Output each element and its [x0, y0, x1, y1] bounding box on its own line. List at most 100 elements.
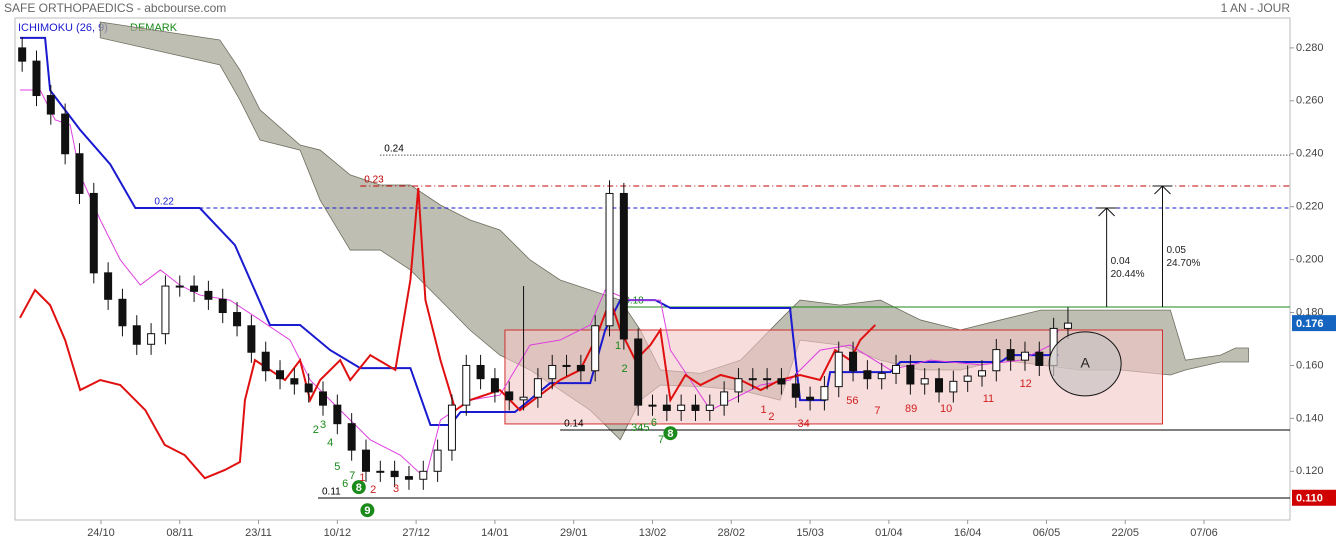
candle-body [877, 372, 886, 380]
candle-body [118, 298, 127, 327]
candle-body [834, 351, 843, 388]
y-tick-label: 0.200 [1296, 254, 1324, 266]
candle-body [763, 378, 772, 381]
demark-count: 10 [940, 403, 952, 415]
pattern-circle [1048, 331, 1122, 397]
demark-count: 3 [320, 419, 326, 431]
x-tick-label: 28/02 [718, 527, 746, 539]
candle-body [290, 378, 299, 385]
candle-body [562, 364, 571, 367]
x-tick-label: 14/01 [481, 527, 509, 539]
candle-body [949, 380, 958, 393]
demark-count: 34 [798, 418, 810, 430]
price-tag-label: 0.110 [1296, 493, 1323, 505]
candle-body [1020, 351, 1029, 361]
candle-body [1006, 349, 1015, 361]
candle-body [447, 404, 456, 451]
demark-count: 9 [364, 505, 370, 517]
measure-label: 0.05 [1167, 245, 1187, 256]
y-tick-label: 0.260 [1296, 95, 1324, 107]
demark-count: 7 [874, 405, 880, 417]
candle-body [720, 391, 729, 406]
demark-count: 1 [359, 472, 365, 484]
candle-body [648, 404, 657, 407]
pattern-label: A [1080, 355, 1090, 371]
x-tick-label: 06/05 [1033, 527, 1061, 539]
candle-body [89, 192, 98, 274]
level-label: 0.14 [564, 419, 584, 430]
candle-body [1063, 322, 1072, 329]
demark-count: 2 [370, 484, 376, 496]
demark-count: 8 [356, 482, 362, 494]
candle-body [791, 383, 800, 398]
measure-percent: 24.70% [1167, 258, 1201, 269]
candle-body [419, 470, 428, 480]
candle-body [376, 470, 385, 473]
candle-body [404, 476, 413, 480]
candle-body [691, 404, 700, 411]
x-tick-label: 22/05 [1111, 527, 1139, 539]
demark-count: 2 [768, 411, 774, 423]
measure-percent: 20.44% [1111, 269, 1145, 280]
x-tick-label: 10/12 [324, 527, 352, 539]
candle-body [433, 449, 442, 472]
candle-body [190, 285, 199, 292]
demark-count: 6 [342, 478, 348, 490]
demark-badge [663, 426, 678, 441]
y-tick-label: 0.160 [1296, 359, 1324, 371]
candle-body [61, 113, 70, 155]
demark-count: 6 [651, 417, 657, 429]
demark-count: 3 [393, 483, 399, 495]
candle-body [347, 423, 356, 451]
measure-label: 0.04 [1111, 256, 1131, 267]
demark-count: 4 [327, 437, 333, 449]
demark-count: 8 [667, 428, 673, 440]
x-tick-label: 08/11 [166, 527, 193, 539]
candle-body [734, 378, 743, 393]
demark-count: 7 [349, 470, 355, 482]
candle-body [605, 192, 614, 327]
candle-body [319, 391, 328, 406]
y-tick-label: 0.280 [1296, 42, 1324, 54]
candle-body [304, 383, 313, 393]
candle-body [46, 95, 55, 115]
x-tick-label: 07/06 [1190, 527, 1218, 539]
y-tick-label: 0.120 [1296, 465, 1324, 477]
candle-body [576, 364, 585, 372]
candle-body [361, 449, 370, 472]
demark-count: 56 [846, 395, 858, 407]
demark-badge [360, 503, 375, 518]
candle-body [390, 470, 399, 478]
price-tag [1292, 315, 1336, 332]
candle-body [533, 378, 542, 398]
candle-body [777, 378, 786, 385]
x-tick-label: 27/12 [402, 527, 430, 539]
candle-body [863, 370, 872, 380]
chart-title: SAFE ORTHOPAEDICS - abcbourse.com [4, 1, 226, 15]
timeframe: 1 AN - JOUR [1221, 1, 1291, 15]
indicator-line [20, 36, 1059, 426]
candle-body [261, 351, 270, 372]
demark-count: 345 [631, 422, 649, 434]
level-label: 0.23 [364, 175, 384, 186]
demark-count: 89 [905, 403, 917, 415]
x-tick-label: 24/10 [87, 527, 115, 539]
demark-count: 11 [983, 393, 994, 405]
candle-body [147, 333, 156, 345]
candle-body [849, 351, 858, 372]
candle-body [963, 375, 972, 382]
x-tick-label: 23/11 [245, 527, 272, 539]
candle-body [591, 325, 600, 372]
demark-count: 7 [658, 434, 664, 446]
indicator-label: ICHIMOKU (26, 9) [18, 22, 108, 34]
level-label: 0.18 [624, 296, 644, 307]
candle-body [920, 378, 929, 385]
candle-body [218, 298, 227, 314]
x-tick-label: 13/02 [639, 527, 667, 539]
plot-frame [14, 17, 1291, 521]
candle-body [333, 404, 342, 425]
x-tick-label: 16/04 [954, 527, 982, 539]
x-tick-label: 29/01 [560, 527, 588, 539]
demark-count: 5 [334, 461, 340, 473]
